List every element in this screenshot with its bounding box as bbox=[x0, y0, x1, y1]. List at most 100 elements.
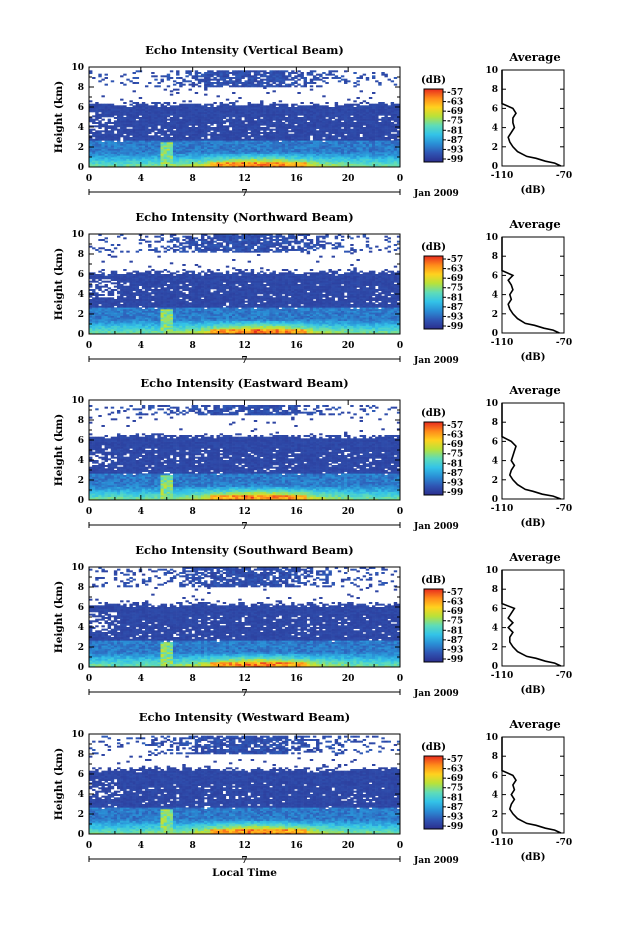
heatmap-cell bbox=[225, 103, 230, 106]
heatmap-cell bbox=[95, 122, 99, 124]
heatmap-cell bbox=[266, 110, 270, 113]
heatmap-cell bbox=[266, 157, 270, 159]
heatmap-cell bbox=[387, 105, 391, 108]
heatmap-cell bbox=[107, 108, 112, 111]
heatmap-cell bbox=[228, 165, 233, 168]
heatmap-cell bbox=[154, 235, 158, 238]
heatmap-cell bbox=[219, 112, 224, 114]
heatmap-cell bbox=[213, 157, 217, 159]
heatmap-cell bbox=[101, 260, 105, 263]
heatmap-cell bbox=[157, 122, 161, 124]
heatmap-cell bbox=[213, 140, 217, 143]
heatmap-cell bbox=[132, 155, 136, 158]
heatmap-cell bbox=[200, 127, 205, 129]
heatmap-cell bbox=[232, 135, 236, 138]
heatmap-cell bbox=[247, 118, 252, 121]
heatmap-cell bbox=[166, 153, 171, 156]
heatmap-cell bbox=[210, 105, 214, 108]
heatmap-cell bbox=[266, 120, 270, 123]
heatmap-cell bbox=[169, 90, 174, 93]
heatmap-cell bbox=[269, 80, 273, 83]
heatmap-cell bbox=[123, 107, 127, 109]
heatmap-cell bbox=[253, 117, 258, 119]
heatmap-cell bbox=[194, 103, 199, 106]
heatmap-cell bbox=[244, 133, 248, 136]
heatmap-cell bbox=[260, 118, 264, 121]
heatmap-cell bbox=[169, 153, 174, 156]
heatmap-cell bbox=[200, 117, 205, 119]
heatmap-cell bbox=[157, 153, 161, 156]
heatmap-cell bbox=[260, 73, 264, 76]
heatmap-cell bbox=[166, 130, 171, 133]
heatmap-cell bbox=[104, 112, 108, 114]
heatmap-cell bbox=[110, 160, 115, 163]
heatmap-cell bbox=[191, 132, 196, 134]
heatmap-cell bbox=[176, 148, 180, 151]
heatmap-cell bbox=[278, 163, 283, 166]
echo-panel-1: Echo Intensity (Vertical Beam)0246810Hei… bbox=[53, 43, 572, 199]
heatmap-cell bbox=[191, 145, 196, 148]
heatmap-cell bbox=[235, 160, 239, 163]
heatmap-cell bbox=[253, 85, 258, 88]
heatmap-cell bbox=[148, 112, 152, 114]
heatmap-cell bbox=[98, 305, 102, 308]
heatmap-cell bbox=[197, 143, 202, 146]
heatmap-cell bbox=[232, 125, 236, 128]
heatmap-cell bbox=[169, 70, 174, 73]
heatmap-cell bbox=[179, 103, 183, 106]
colorbar-label: (dB) bbox=[421, 75, 446, 86]
heatmap-cell bbox=[191, 155, 196, 158]
heatmap-cell bbox=[269, 135, 273, 138]
heatmap-cell bbox=[157, 113, 161, 116]
heatmap-cell bbox=[126, 135, 130, 138]
heatmap-cell bbox=[278, 145, 283, 148]
heatmap-cell bbox=[107, 145, 112, 148]
heatmap-cell bbox=[126, 133, 130, 136]
heatmap-cell bbox=[107, 160, 112, 163]
heatmap-cell bbox=[104, 143, 108, 146]
heatmap-cell bbox=[213, 85, 217, 88]
heatmap-cell bbox=[148, 120, 152, 123]
heatmap-cell bbox=[113, 113, 118, 116]
heatmap-cell bbox=[272, 117, 276, 119]
heatmap-cell bbox=[89, 140, 93, 143]
heatmap-cell bbox=[253, 135, 258, 138]
heatmap-cell bbox=[328, 107, 332, 109]
heatmap-cell bbox=[123, 165, 127, 168]
heatmap-cell bbox=[120, 122, 124, 124]
heatmap-cell bbox=[331, 135, 335, 138]
heatmap-cell bbox=[172, 145, 177, 148]
heatmap-cell bbox=[228, 122, 233, 124]
heatmap-cell bbox=[101, 103, 105, 106]
heatmap-cell bbox=[141, 127, 146, 129]
heatmap-cell bbox=[210, 128, 214, 131]
heatmap-cell bbox=[126, 123, 130, 126]
heatmap-cell bbox=[204, 130, 208, 133]
heatmap-cell bbox=[138, 160, 143, 163]
x-tick-label: 8 bbox=[190, 174, 196, 184]
heatmap-cell bbox=[169, 107, 174, 109]
heatmap-cell bbox=[176, 123, 180, 126]
heatmap-cell bbox=[95, 158, 99, 161]
heatmap-cell bbox=[241, 120, 245, 123]
heatmap-cell bbox=[253, 148, 258, 151]
heatmap-cell bbox=[110, 133, 115, 136]
heatmap-cell bbox=[182, 143, 186, 146]
heatmap-cell bbox=[244, 123, 248, 126]
heatmap-cell bbox=[123, 269, 127, 271]
heatmap-cell bbox=[98, 155, 102, 158]
heatmap-cell bbox=[200, 108, 205, 111]
heatmap-cell bbox=[89, 138, 93, 141]
heatmap-cell bbox=[316, 85, 320, 88]
heatmap-cell bbox=[141, 128, 146, 131]
heatmap-cell bbox=[232, 110, 236, 113]
heatmap-cell bbox=[160, 108, 164, 111]
heatmap-cell bbox=[98, 247, 102, 250]
heatmap-cell bbox=[216, 133, 220, 136]
heatmap-cell bbox=[250, 148, 255, 151]
heatmap-cell bbox=[216, 155, 220, 158]
heatmap-cell bbox=[253, 138, 258, 141]
heatmap-cell bbox=[266, 127, 270, 129]
heatmap-cell bbox=[232, 162, 236, 164]
heatmap-cell bbox=[148, 138, 152, 141]
